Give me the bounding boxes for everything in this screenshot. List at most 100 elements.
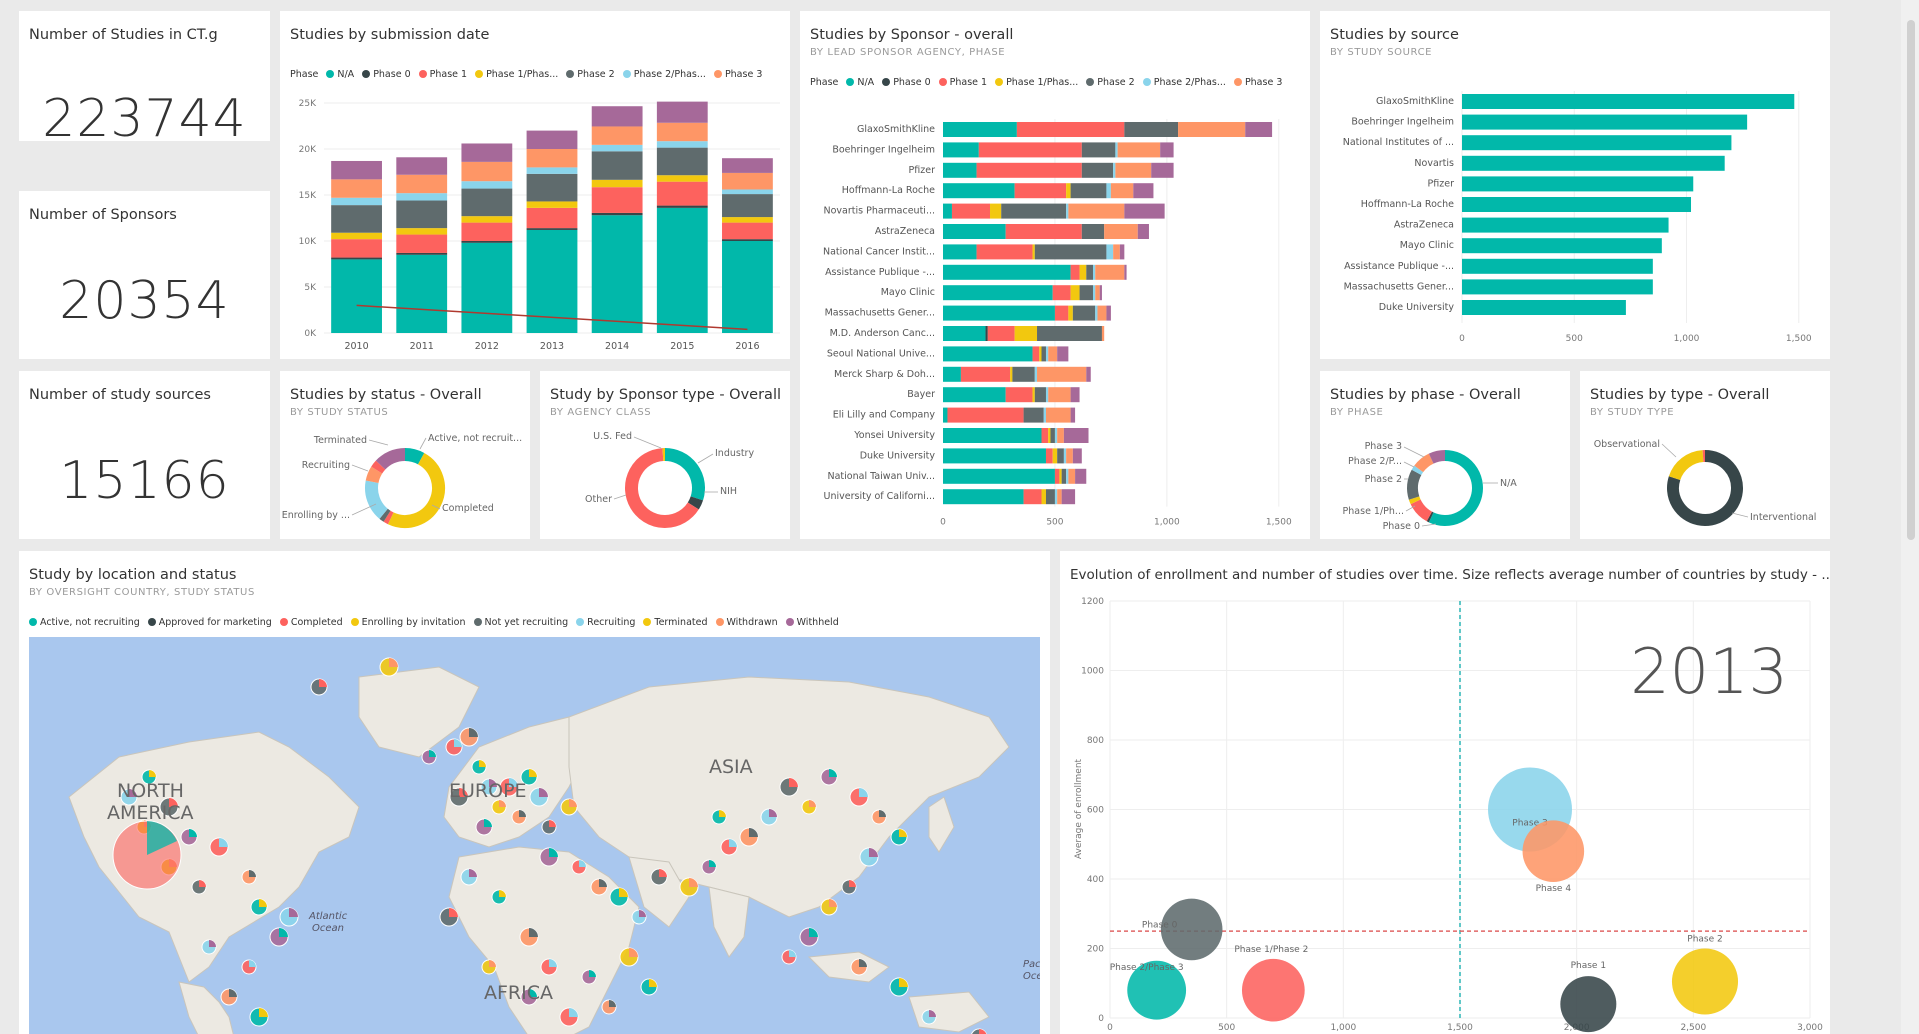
kpi-studies-tile[interactable]: Number of Studies in CT.g 223744 [19,11,270,141]
bar-segment [1050,428,1055,443]
bar-segment [461,242,513,333]
world-map[interactable]: NORTH AMERICA EUROPE ASIA AFRICA Atlanti… [29,637,1040,1034]
location-pie-slice [529,928,538,937]
map-label-europe: EUROPE [449,780,527,802]
submission-chart-tile[interactable]: Studies by submission date Phase N/A Phase… [280,11,790,359]
bar-segment [1054,489,1058,505]
kpi-sources-tile[interactable]: Number of study sources 15166 [19,371,270,539]
by-type-tile[interactable]: Studies by type - Overall BY STUDY TYPE … [1580,371,1830,539]
bar-segment [656,122,708,142]
by-source-tile[interactable]: Studies by source BY STUDY SOURCE 0 500 1,… [1320,11,1830,359]
bar-segment [1048,428,1051,443]
donut-label: Phase 2/P... [1348,456,1402,467]
legend-dot-icon [622,70,631,78]
y-tick-label: Massachusetts Gener... [1344,281,1454,292]
legend-item[interactable]: Approved for marketing [147,617,272,628]
legend-label: Not yet recruiting [484,617,569,628]
bar [1462,155,1725,171]
location-pie-slice [219,838,228,847]
legend-item[interactable]: Withdrawn [715,617,778,628]
legend-dot-icon [29,618,37,626]
legend-item[interactable]: Enrolling by invitation [350,617,466,628]
legend-item[interactable]: Phase 3 [1233,77,1282,88]
legend-item[interactable]: Phase 2 [566,69,615,80]
location-pie-slice [929,1010,936,1017]
vertical-scrollbar[interactable] [1901,0,1919,1034]
bar-segment [591,151,643,180]
y-tick-label: Duke University [1379,302,1455,313]
bubble [1522,820,1585,882]
kpi-studies-title: Number of Studies in CT.g [29,27,218,43]
y-tick-label: Hoffmann-La Roche [842,185,935,196]
map-label-africa: AFRICA [484,982,553,1004]
legend-item[interactable]: Phase 3 [713,69,762,80]
legend-dot-icon [643,618,652,626]
bar-segment [722,194,773,218]
x-tick-label: 1,000 [1154,518,1180,528]
x-tick-label: 2012 [475,341,499,352]
bar-segment [461,143,513,162]
bar-segment [1054,468,1060,484]
by-sponsor-type-tile[interactable]: Study by Sponsor type - Overall BY AGENC… [540,371,790,539]
x-tick-label: 3,000 [1797,1023,1823,1033]
scrollbar-thumb[interactable] [1907,20,1915,540]
x-tick-label: 2011 [410,341,434,352]
x-tick-label: 2010 [344,341,368,352]
legend-item[interactable]: N/A [326,69,354,80]
legend-item[interactable]: Phase 2/Phas... [1142,77,1226,88]
map-title: Study by location and status [29,567,237,583]
location-pie-slice [259,1008,268,1017]
legend-item[interactable]: Withheld [785,617,839,628]
bar-segment [1012,366,1035,382]
bar-segment [1061,489,1076,505]
x-tick-label: 2014 [605,341,629,352]
bar-segment [1178,122,1246,137]
by-status-tile[interactable]: Studies by status - Overall BY STUDY STA… [280,371,530,539]
bar-segment [943,407,948,423]
bar [1462,114,1748,130]
kpi-sources-title: Number of study sources [29,387,211,403]
legend-item[interactable]: Active, not recruiting [29,617,140,628]
bar-segment [526,130,578,149]
bar-segment [1041,346,1046,362]
donut-label: Completed [442,503,494,514]
bar-segment [331,179,382,198]
legend-item[interactable]: Phase 1/Phas... [475,69,558,80]
donut-slice [379,508,391,522]
sponsor-overall-tile[interactable]: Studies by Sponsor - overall BY LEAD SPO… [800,11,1310,539]
legend-item[interactable]: Recruiting [576,617,635,628]
bar-segment [591,179,643,188]
location-pie-slice [809,800,816,807]
map-tile[interactable]: Study by location and status BY OVERSIGH… [19,551,1050,1034]
leader-line [697,453,714,464]
bar-segment [1066,203,1069,219]
legend-item[interactable]: Completed [279,617,343,628]
bar-segment [1070,183,1107,199]
legend-dot-icon [713,70,722,78]
legend-item[interactable]: Phase 2/Phas... [622,69,706,80]
legend-item[interactable]: N/A [846,77,874,88]
kpi-sources-value: 15166 [59,451,230,511]
legend-item[interactable]: Phase 0 [882,77,931,88]
by-phase-tile[interactable]: Studies by phase - Overall BY PHASE Phas… [1320,371,1570,539]
legend-item[interactable]: Phase 1 [418,69,467,80]
legend-item[interactable]: Terminated [643,617,708,628]
enrollment-tile[interactable]: Evolution of enrollment and number of st… [1060,551,1830,1034]
legend-label: Terminated [654,617,708,628]
location-pie-slice [489,960,496,967]
donut-slice [383,510,394,525]
legend-item[interactable]: Not yet recruiting [473,617,569,628]
legend-item[interactable]: Phase 1/Phas... [995,77,1078,88]
bar-segment [943,142,979,158]
by-type-subtitle: BY STUDY TYPE [1590,407,1675,418]
legend-dot-icon [1086,78,1095,86]
location-pie-slice [719,810,726,817]
by-sponsor-type-title: Study by Sponsor type - Overall [550,387,781,403]
legend-item[interactable]: Phase 0 [362,69,411,80]
location-pie-slice [249,960,256,967]
kpi-sponsors-tile[interactable]: Number of Sponsors 20354 [19,191,270,359]
bar-segment [943,346,1033,362]
legend-item[interactable]: Phase 1 [938,77,987,88]
legend-item[interactable]: Phase 2 [1086,77,1135,88]
legend-dot-icon [938,78,947,86]
